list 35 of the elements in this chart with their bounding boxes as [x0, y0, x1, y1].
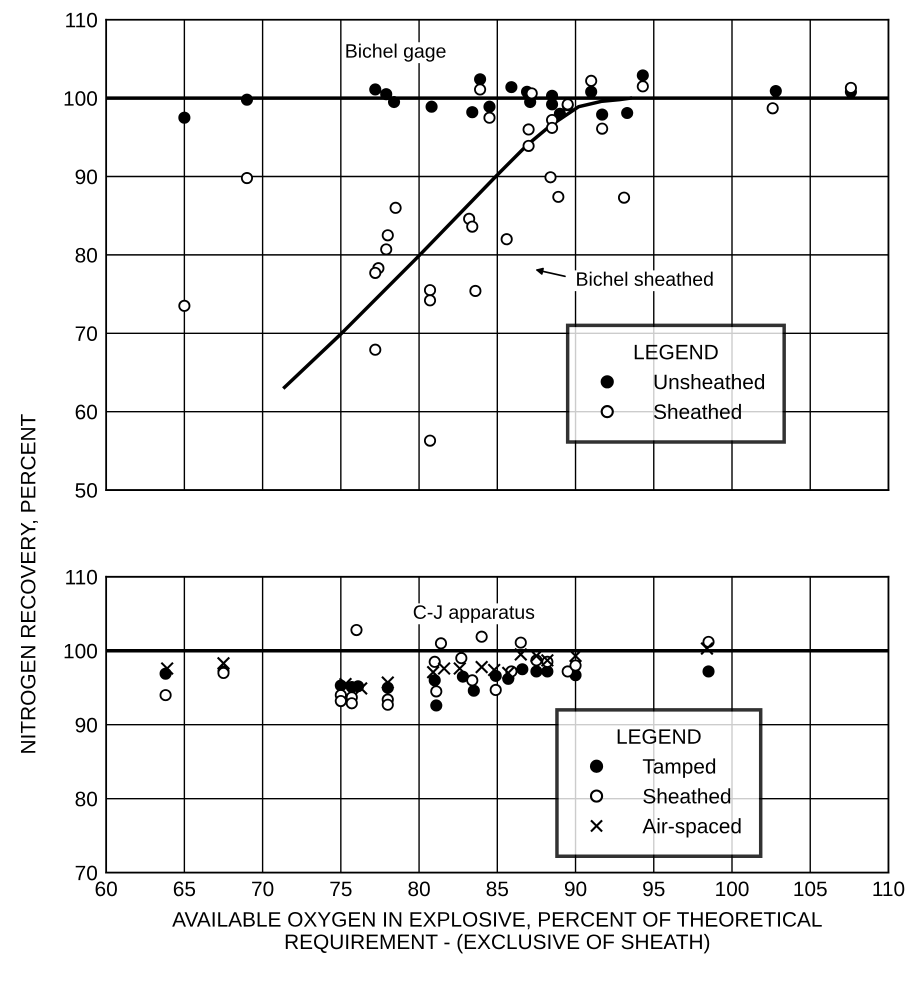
legend-title: LEGEND	[618, 729, 701, 744]
y-tick-label: 90	[76, 718, 97, 732]
y-tick-label: 70	[76, 326, 97, 342]
x-tick-label: 80	[408, 881, 430, 896]
x-tick-label: 65	[174, 881, 196, 896]
legend-label: Unsheathed	[654, 374, 764, 390]
y-tick-label: 80	[76, 248, 97, 263]
y-tick-label: 60	[76, 404, 97, 420]
legend-label: Sheathed	[643, 788, 730, 804]
annotation: Bichel gage	[346, 44, 446, 62]
x-tick-label: 95	[643, 881, 664, 896]
annotation: C-J apparatus	[414, 605, 534, 623]
legend-label: Air-spaced	[642, 818, 741, 838]
x-tick-label: 60	[96, 881, 117, 896]
x-tick-label: 105	[794, 881, 827, 896]
y-axis-title: NITROGEN RECOVERY, PERCENT	[20, 414, 38, 753]
y-tick-label: 70	[76, 866, 97, 880]
x-tick-label: 90	[564, 881, 586, 896]
y-tick-label: 100	[64, 644, 97, 659]
y-tick-label: 90	[76, 169, 97, 184]
y-tick-label: 110	[66, 570, 97, 585]
x-tick-label: 85	[486, 881, 508, 896]
x-tick-label: 70	[252, 881, 274, 896]
x-tick-label: 110	[873, 881, 904, 896]
y-tick-label: 80	[76, 792, 97, 806]
x-axis-title: AVAILABLE OXYGEN IN EXPLOSIVE, PERCENT OF THEORETICAL REQUIREMENT - (EXCLUSIVE OF SHEATH)	[172, 912, 822, 954]
annotation: Bichel sheathed	[577, 272, 713, 286]
legend-title: LEGEND	[634, 344, 718, 360]
x-tick-label: 75	[330, 882, 352, 896]
y-tick-label: 110	[66, 12, 97, 28]
legend-label: Tamped	[642, 758, 716, 778]
legend-label: Sheathed	[654, 404, 741, 420]
y-tick-label: 50	[75, 483, 97, 498]
y-tick-label: 100	[64, 91, 97, 106]
x-tick-label: 100	[716, 881, 749, 896]
